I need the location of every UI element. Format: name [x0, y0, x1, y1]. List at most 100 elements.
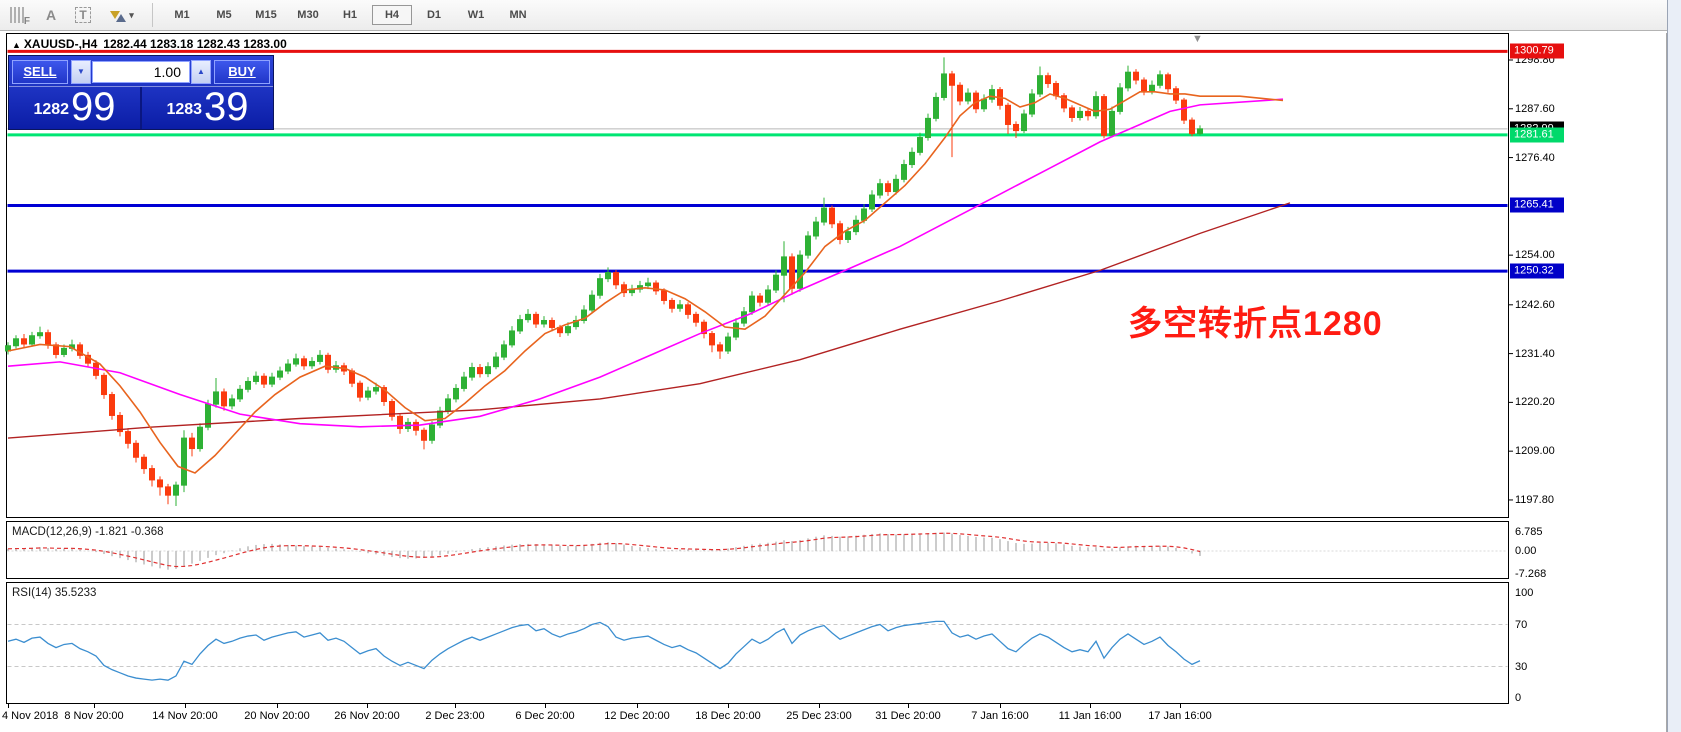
- candle-body: [237, 388, 243, 400]
- candle-body: [1197, 128, 1203, 135]
- candle-body: [461, 376, 467, 389]
- time-tick-label: 12 Dec 20:00: [604, 710, 670, 722]
- candle-body: [389, 401, 395, 417]
- buy-price-small: 1283: [166, 101, 203, 118]
- candle-body: [365, 390, 371, 398]
- candle-body: [885, 183, 891, 193]
- fonts-grid-icon[interactable]: F: [6, 4, 32, 27]
- candle-body: [1149, 84, 1155, 92]
- time-tick-label: 2 Dec 23:00: [425, 710, 485, 722]
- candle-body: [925, 117, 931, 139]
- candle-body: [1093, 96, 1099, 117]
- price-tick-label: 1220.20: [1515, 396, 1555, 409]
- candle-body: [13, 338, 19, 347]
- candle-body: [165, 486, 171, 496]
- indicator-scale-label: 70: [1515, 618, 1528, 631]
- window-scroll-strip[interactable]: [1667, 0, 1681, 732]
- rsi-pane-border: [6, 582, 1509, 704]
- candle-body: [1133, 71, 1139, 81]
- volume-increase-button[interactable]: ▲: [191, 59, 211, 84]
- sell-button[interactable]: SELL: [12, 59, 68, 84]
- candle-body: [37, 332, 43, 337]
- candle-body: [533, 313, 539, 325]
- one-click-trade-panel: SELL ▼ ▲ BUY 1282 99 1283 39: [8, 55, 274, 130]
- candle-body: [1117, 87, 1123, 112]
- price-tick-label: 1276.40: [1515, 151, 1555, 164]
- timeframe-button-h4[interactable]: H4: [372, 5, 412, 25]
- chevron-down-icon[interactable]: ▾: [129, 9, 134, 20]
- candle-body: [581, 309, 587, 321]
- indicator-scale-label: 0.00: [1515, 545, 1537, 557]
- candle-body: [517, 319, 523, 332]
- timeframe-button-m1[interactable]: M1: [174, 9, 190, 21]
- chart-expand-icon[interactable]: ▲: [12, 40, 21, 50]
- time-tick-label: 17 Jan 16:00: [1148, 710, 1212, 722]
- time-tick-label: 11 Jan 16:00: [1058, 710, 1122, 722]
- candle-body: [813, 221, 819, 237]
- candle-body: [357, 382, 363, 398]
- timeframe-button-h1[interactable]: H1: [342, 9, 358, 21]
- buy-price[interactable]: 1283 39: [142, 87, 273, 129]
- arrows-tool-icon[interactable]: ▾: [102, 4, 142, 26]
- candle-body: [413, 421, 419, 431]
- ma-fast-line: [7, 90, 1284, 474]
- candle-body: [733, 322, 739, 338]
- time-tick-label: 20 Nov 20:00: [244, 710, 310, 722]
- timeframe-button-mn[interactable]: MN: [509, 9, 527, 21]
- indicator-scale-label: -7.268: [1515, 568, 1547, 580]
- candle-body: [45, 332, 51, 346]
- candle-body: [109, 394, 115, 416]
- candle-body: [501, 344, 507, 358]
- price-tick-label: 1242.60: [1515, 298, 1555, 311]
- sell-price-small: 1282: [33, 101, 70, 118]
- time-tick-label: 14 Nov 20:00: [152, 710, 218, 722]
- candle-body: [917, 137, 923, 153]
- candle-body: [757, 295, 763, 303]
- candle-body: [445, 398, 451, 412]
- candle-body: [157, 479, 163, 488]
- sell-price[interactable]: 1282 99: [9, 87, 142, 129]
- candle-body: [725, 336, 731, 352]
- text-label-icon[interactable]: A: [45, 7, 57, 23]
- candle-body: [61, 347, 67, 355]
- timeframe-button-m15[interactable]: M15: [255, 9, 277, 21]
- candle-body: [373, 387, 379, 392]
- buy-button[interactable]: BUY: [214, 59, 270, 84]
- candle-body: [317, 354, 323, 362]
- price-tick-label: 1197.80: [1515, 493, 1554, 506]
- candle-body: [453, 387, 459, 400]
- ma-slow-line: [7, 202, 1291, 439]
- candle-body: [717, 344, 723, 352]
- candle-body: [893, 178, 899, 193]
- time-tick-label: 7 Jan 16:00: [971, 710, 1029, 722]
- timeframe-button-m5[interactable]: M5: [216, 9, 232, 21]
- timeframe-button-m30[interactable]: M30: [297, 9, 319, 21]
- candle-body: [469, 367, 475, 378]
- candle-body: [149, 468, 155, 481]
- candle-body: [749, 295, 755, 313]
- price-badge-1250.32: 1250.32: [1510, 263, 1564, 279]
- time-tick-label: 8 Nov 20:00: [64, 710, 124, 722]
- last-bar-marker-icon: ▼: [1192, 33, 1203, 45]
- chart-title: ▲ XAUUSD-,H4 1282.44 1283.18 1282.43 1283.…: [12, 37, 287, 51]
- candle-body: [477, 367, 483, 375]
- candle-body: [1181, 99, 1187, 121]
- candle-body: [1037, 75, 1043, 95]
- volume-decrease-button[interactable]: ▼: [71, 59, 91, 84]
- candle-body: [909, 151, 915, 166]
- timeframe-button-d1[interactable]: D1: [426, 9, 442, 21]
- time-tick-label: 31 Dec 20:00: [875, 710, 941, 722]
- candle-body: [933, 96, 939, 119]
- candle-body: [1189, 119, 1195, 135]
- candle-body: [1085, 110, 1091, 117]
- candle-body: [989, 89, 995, 100]
- volume-input[interactable]: [92, 60, 190, 83]
- chart-annotation-text: 多空转折点1280: [1128, 305, 1383, 343]
- candle-body: [541, 319, 547, 325]
- timeframe-button-w1[interactable]: W1: [467, 9, 485, 21]
- indicator-scale-label: 100: [1515, 587, 1534, 599]
- text-box-icon[interactable]: T: [70, 4, 96, 26]
- price-badge-1265.41: 1265.41: [1510, 197, 1564, 213]
